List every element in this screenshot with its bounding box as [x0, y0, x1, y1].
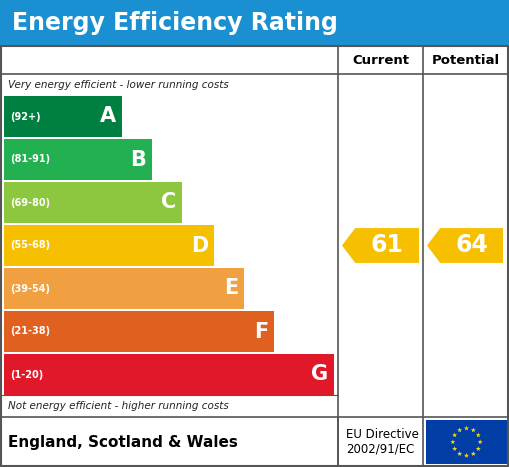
Text: G: G	[311, 365, 328, 384]
Text: Very energy efficient - lower running costs: Very energy efficient - lower running co…	[8, 80, 229, 90]
Text: (92+): (92+)	[10, 112, 41, 121]
Polygon shape	[452, 446, 457, 451]
Text: A: A	[100, 106, 116, 127]
Text: B: B	[130, 149, 146, 170]
Polygon shape	[457, 451, 462, 456]
Polygon shape	[342, 228, 419, 263]
Text: (1-20): (1-20)	[10, 369, 43, 380]
Bar	[4, 225, 214, 266]
Bar	[4, 139, 152, 180]
Text: (39-54): (39-54)	[10, 283, 50, 293]
Text: England, Scotland & Wales: England, Scotland & Wales	[8, 434, 238, 450]
Text: (55-68): (55-68)	[10, 241, 50, 250]
Text: Energy Efficiency Rating: Energy Efficiency Rating	[12, 11, 338, 35]
Bar	[426, 420, 507, 464]
Polygon shape	[464, 426, 469, 431]
Bar	[4, 354, 334, 395]
Text: Not energy efficient - higher running costs: Not energy efficient - higher running co…	[8, 401, 229, 411]
Text: E: E	[224, 278, 238, 298]
Text: 64: 64	[455, 234, 488, 257]
Text: (81-91): (81-91)	[10, 155, 50, 164]
Polygon shape	[464, 453, 469, 458]
Polygon shape	[477, 439, 483, 444]
Text: Potential: Potential	[432, 54, 500, 66]
Bar	[4, 96, 122, 137]
Text: 2002/91/EC: 2002/91/EC	[346, 443, 414, 455]
Text: 61: 61	[371, 234, 404, 257]
Text: F: F	[254, 321, 268, 341]
Text: C: C	[161, 192, 176, 212]
Bar	[4, 182, 182, 223]
Polygon shape	[476, 446, 481, 451]
Polygon shape	[457, 428, 462, 432]
Bar	[0, 0, 509, 46]
Polygon shape	[471, 451, 476, 456]
Polygon shape	[476, 432, 481, 437]
Text: Current: Current	[352, 54, 409, 66]
Text: (21-38): (21-38)	[10, 326, 50, 337]
Text: EU Directive: EU Directive	[346, 429, 419, 441]
Bar	[1, 46, 508, 466]
Polygon shape	[427, 228, 503, 263]
Polygon shape	[471, 428, 476, 432]
Text: D: D	[191, 235, 208, 255]
Polygon shape	[452, 432, 457, 437]
Text: (69-80): (69-80)	[10, 198, 50, 207]
Polygon shape	[450, 439, 456, 444]
Bar	[4, 311, 274, 352]
Bar	[4, 268, 244, 309]
